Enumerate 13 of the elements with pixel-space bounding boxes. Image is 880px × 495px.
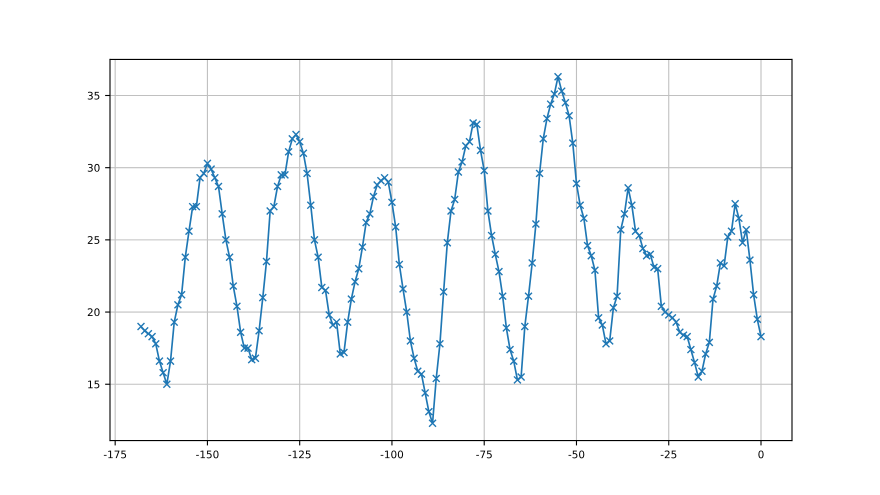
x-tick-label: -75 xyxy=(476,450,492,458)
y-tick-label: 20 xyxy=(88,308,100,316)
x-tick-label: -50 xyxy=(568,450,584,458)
y-tick-label: 25 xyxy=(88,236,100,244)
y-tick-label: 15 xyxy=(88,380,100,388)
x-tick-label: -100 xyxy=(380,450,404,458)
x-tick-label: -125 xyxy=(288,450,311,458)
y-tick-label: 30 xyxy=(88,164,100,172)
x-tick-label: -150 xyxy=(196,450,219,458)
y-tick-label: 35 xyxy=(88,92,100,100)
x-tick-label: -25 xyxy=(660,450,676,458)
x-tick-label: -175 xyxy=(104,450,126,458)
x-tick-label: 0 xyxy=(758,450,764,458)
